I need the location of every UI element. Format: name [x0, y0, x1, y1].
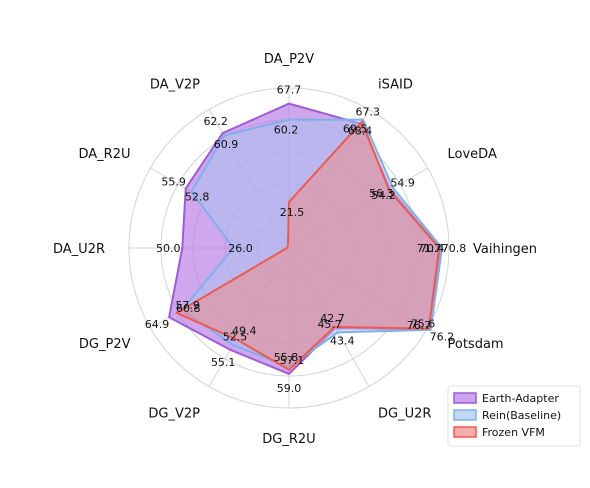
axis-label: DA_P2V [264, 52, 314, 67]
value-label: 57.9 [175, 299, 200, 312]
axis-label: DG_R2U [262, 432, 315, 447]
value-label: 60.8 [176, 302, 201, 315]
value-label: 54.9 [390, 176, 415, 189]
axis-labels: DA_P2V iSAID LoveDA Vaihingen Potsdam DG_U2R D… [53, 52, 537, 447]
value-label: 70.8 [442, 242, 467, 255]
value-label: 59.0 [277, 382, 302, 395]
axis-label: DG_V2P [148, 407, 200, 422]
legend-swatch [453, 409, 477, 421]
value-label: 68.4 [348, 124, 373, 137]
value-label: 50.0 [156, 242, 181, 255]
value-label: 60.2 [274, 124, 299, 137]
value-label: 64.9 [145, 318, 170, 331]
value-label: 55.1 [211, 356, 236, 369]
value-label: 62.2 [203, 115, 228, 128]
value-label: 71.7 [417, 242, 442, 255]
legend-label: Rein(Baseline) [482, 409, 561, 422]
value-labels: 67.7 67.3 54.9 70.8 76.2 43.4 59.0 55.1 64.9 50.0… [145, 84, 467, 395]
legend-box [447, 385, 581, 447]
value-label: 57.1 [280, 354, 305, 367]
legend: Earth-Adapter Rein(Baseline) Frozen VFM [447, 385, 581, 447]
series-polygon-2 [175, 120, 441, 371]
legend-swatch [453, 426, 477, 438]
value-label: 75.6 [411, 318, 436, 331]
axis-label: DA_V2P [150, 78, 200, 93]
value-label: 76.2 [430, 330, 455, 343]
value-label: 69.5 [343, 122, 368, 135]
value-label: 45.7 [317, 318, 342, 331]
axis-label: Vaihingen [473, 242, 537, 257]
value-label: 70.4 [420, 242, 445, 255]
axis-label: DA_R2U [79, 147, 131, 162]
axis-label: LoveDA [448, 147, 497, 162]
value-label: 52.5 [223, 330, 248, 343]
value-label: 54.2 [371, 189, 396, 202]
axis-label: DG_U2R [378, 407, 431, 422]
value-label: 67.3 [356, 106, 381, 119]
value-label: 55.8 [274, 351, 299, 364]
value-label: 76.7 [407, 319, 432, 332]
legend-label: Earth-Adapter [482, 392, 559, 405]
value-label: 49.4 [232, 325, 257, 338]
value-label: 26.0 [228, 242, 253, 255]
legend-swatch [453, 392, 477, 404]
value-label: 43.4 [330, 334, 355, 347]
axis-label: iSAID [378, 78, 413, 93]
axis-label: Potsdam [448, 337, 504, 352]
value-label: 60.9 [214, 138, 239, 151]
value-label: 52.8 [185, 191, 210, 204]
axis-label: DG_P2V [79, 337, 131, 352]
value-label: 42.7 [320, 312, 345, 325]
value-label: 55.9 [161, 175, 186, 188]
value-label: 56.3 [369, 187, 394, 200]
legend-label: Frozen VFM [482, 426, 545, 439]
axis-label: DA_U2R [53, 242, 105, 257]
radar-series [168, 102, 443, 375]
value-label: 67.7 [277, 84, 302, 97]
value-label: 21.5 [280, 206, 305, 219]
